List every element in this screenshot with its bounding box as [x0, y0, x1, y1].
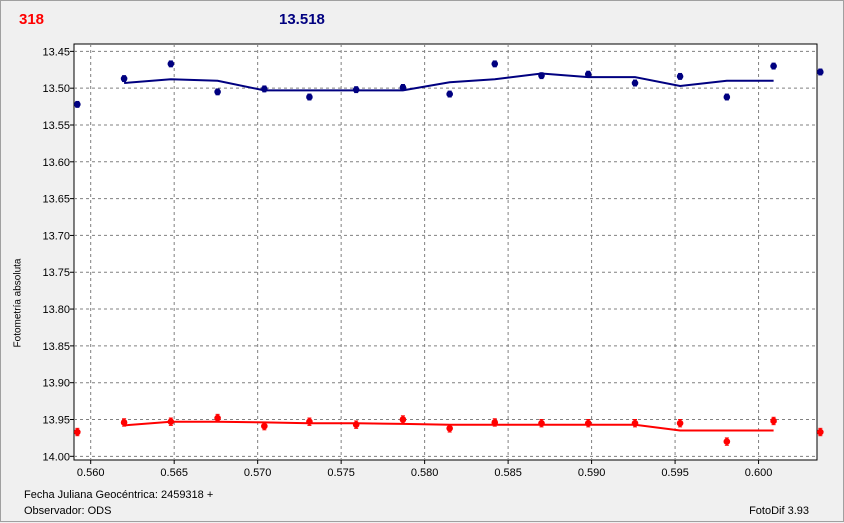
observer-label: Observador: ODS [24, 505, 112, 517]
data-point [631, 79, 639, 87]
data-point [261, 85, 268, 93]
data-point [120, 419, 128, 426]
data-point [538, 419, 545, 427]
data-point [74, 101, 81, 108]
y-tick-label: 13.45 [42, 46, 70, 58]
plot-area [73, 43, 818, 461]
data-point [399, 84, 407, 91]
y-tick-label: 13.95 [42, 415, 70, 427]
y-tick-label: 14.00 [42, 451, 70, 463]
data-point [306, 93, 313, 101]
x-tick-label: 0.560 [77, 467, 105, 479]
data-point [723, 438, 731, 445]
data-point [214, 88, 221, 96]
y-tick-label: 13.55 [42, 120, 70, 132]
x-tick-label: 0.595 [661, 467, 689, 479]
data-point [167, 418, 175, 426]
x-tick-label: 0.590 [578, 467, 606, 479]
date-label: Fecha Juliana Geocéntrica: 2459318 + [24, 489, 214, 501]
data-point [491, 60, 499, 68]
data-point [352, 421, 360, 428]
software-label: FotoDif 3.93 [749, 505, 809, 517]
data-point [446, 90, 453, 98]
data-point [584, 70, 592, 78]
header-left-value: 318 [19, 11, 45, 28]
data-point [770, 417, 777, 425]
x-tick-label: 0.585 [494, 467, 522, 479]
data-point [631, 419, 639, 427]
fit-line-0 [124, 72, 774, 92]
data-point [538, 72, 545, 79]
y-tick-label: 13.80 [42, 304, 70, 316]
data-point [817, 428, 824, 436]
data-point [770, 62, 777, 70]
data-point [399, 416, 407, 423]
data-point [446, 425, 453, 432]
data-points [74, 60, 824, 446]
y-tick-label: 13.90 [42, 378, 70, 390]
x-tick-label: 0.575 [327, 467, 355, 479]
data-point [214, 414, 221, 422]
data-point [74, 428, 81, 436]
x-tick-label: 0.580 [411, 467, 439, 479]
y-tick-label: 13.70 [42, 230, 70, 242]
x-tick-label: 0.570 [244, 467, 272, 479]
x-tick-label: 0.565 [160, 467, 188, 479]
data-point [723, 93, 731, 101]
header-center-value: 13.518 [279, 11, 325, 28]
data-point [306, 418, 313, 426]
y-tick-label: 13.50 [42, 83, 70, 95]
data-point [676, 73, 684, 80]
y-axis-label: Fotometría absoluta [12, 258, 24, 348]
data-point [584, 419, 592, 427]
x-tick-label: 0.600 [745, 467, 773, 479]
data-point [352, 86, 360, 93]
y-tick-label: 13.60 [42, 157, 70, 169]
data-point [676, 419, 684, 427]
y-tick-label: 13.65 [42, 194, 70, 206]
y-tick-label: 13.75 [42, 267, 70, 279]
data-point [817, 68, 824, 76]
y-tick-label: 13.85 [42, 341, 70, 353]
data-point [261, 422, 268, 430]
data-point [120, 75, 128, 82]
axis-ticks: 0.560 0.565 0.570 0.575 0.580 0.585 0.590 0.595… [42, 46, 772, 479]
data-point [167, 60, 175, 68]
data-point [491, 419, 499, 426]
grid-lines [74, 44, 817, 460]
